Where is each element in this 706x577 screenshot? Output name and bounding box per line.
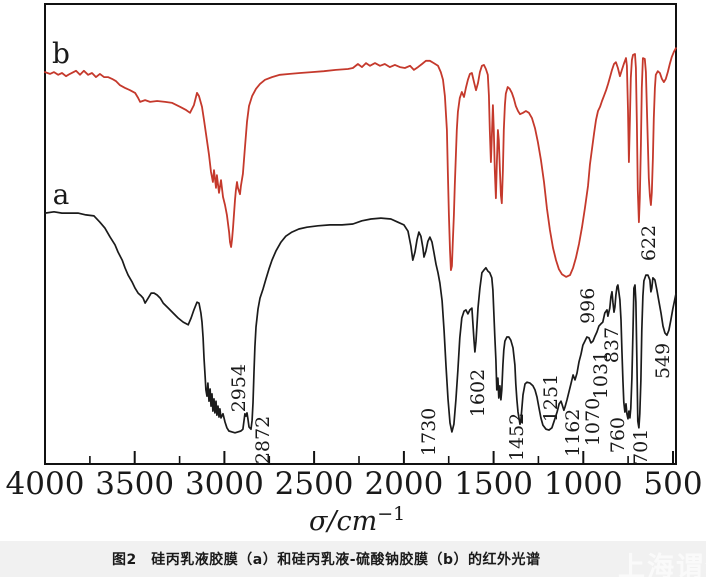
x-axis-title: σ/cm−1: [309, 503, 405, 537]
peak-annotation-837: 837: [601, 327, 623, 363]
x-axis-tick-label: 1000: [544, 466, 623, 502]
caption-band: 上海谓尔 图2 硅丙乳液胶膜（a）和硅丙乳液-硫酸钠胶膜（b）的红外光谱: [0, 541, 706, 577]
figure-caption: 图2 硅丙乳液胶膜（a）和硅丙乳液-硫酸钠胶膜（b）的红外光谱: [112, 552, 541, 568]
peak-annotation-1251: 1251: [540, 374, 562, 422]
peak-annotation-1602: 1602: [467, 369, 489, 417]
peak-annotation-549: 549: [652, 343, 674, 379]
peak-annotation-1070: 1070: [582, 398, 604, 446]
x-axis-tick-label: 2500: [275, 466, 354, 502]
peak-annotation-1452: 1452: [506, 413, 528, 461]
spectrum-curve-a: [44, 210, 677, 434]
peak-annotation-996: 996: [577, 288, 599, 324]
x-axis-major-ticks: [44, 451, 674, 463]
x-axis-tick-label: 3500: [95, 466, 174, 502]
x-axis-tick-label: 500: [643, 466, 702, 502]
x-axis-tick-labels: 4000 3500 3000 2500 2000 1500 1000 500: [6, 466, 703, 502]
peak-annotation-1162: 1162: [562, 409, 584, 457]
x-axis-tick-label: 4000: [6, 466, 85, 502]
peak-annotation-760: 760: [607, 417, 629, 453]
x-axis-tick-label: 3000: [185, 466, 264, 502]
peak-annotation-701: 701: [630, 429, 652, 465]
peak-annotation-622: 622: [638, 225, 660, 261]
curve-label-b: b: [52, 37, 70, 70]
x-axis-title-exponent: −1: [377, 503, 405, 525]
x-axis-title-symbol: σ/cm: [309, 506, 377, 537]
peak-annotation-1031: 1031: [590, 351, 612, 399]
x-axis-tick-label: 2000: [364, 466, 443, 502]
watermark: 上海谓尔: [618, 552, 706, 577]
curve-label-a: a: [53, 178, 70, 211]
x-axis-tick-label: 1500: [454, 466, 533, 502]
ir-spectra-chart: 4000 3500 3000 2500 2000 1500 1000 500 σ/cm−1 b…: [6, 3, 703, 537]
x-axis-minor-ticks: [89, 456, 629, 463]
peak-annotation-2872: 2872: [252, 416, 274, 464]
spectrum-curve-b: [44, 47, 677, 278]
peak-annotation-1730: 1730: [418, 408, 440, 456]
plot-border: [44, 3, 677, 465]
peak-annotation-2954: 2954: [228, 364, 250, 412]
